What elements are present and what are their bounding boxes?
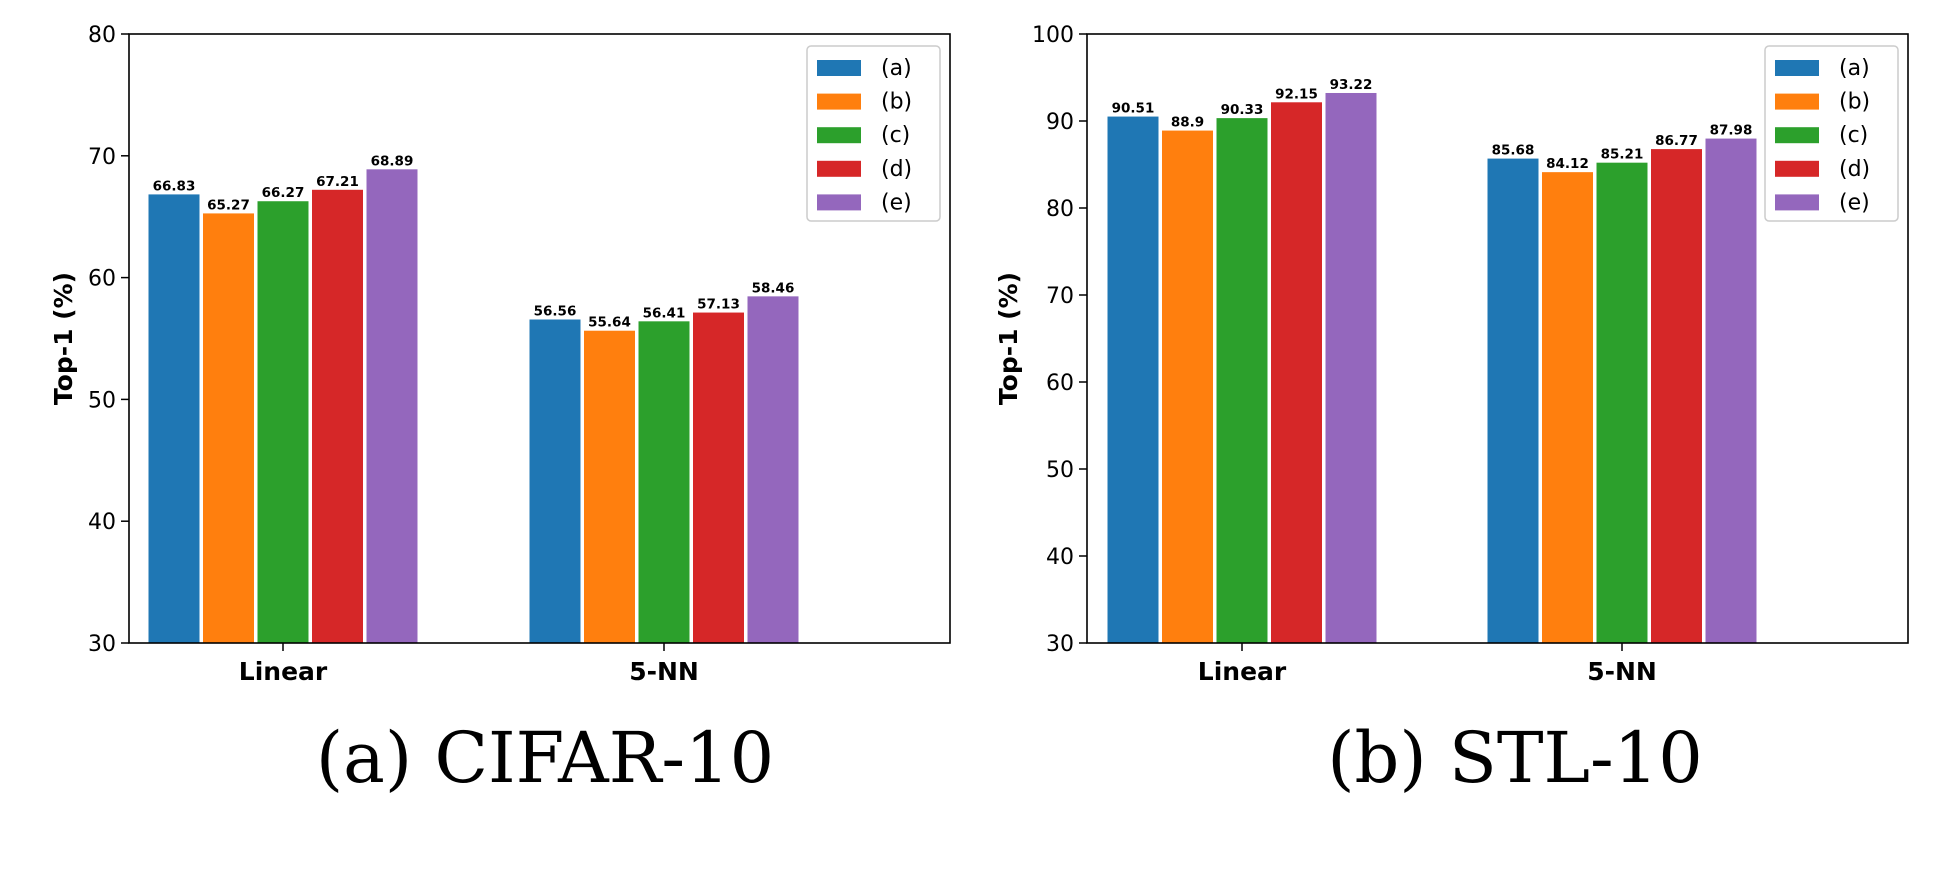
legend-swatch: [817, 93, 861, 110]
x-tick-label: 5-NN: [629, 657, 699, 686]
legend-box: [806, 45, 941, 222]
y-tick-label: 40: [88, 510, 116, 535]
data-label: 68.89: [371, 153, 414, 169]
legend-entry-label: (d): [1839, 157, 1870, 182]
bar: [584, 330, 635, 643]
legend: (a) (b) (c) (d) (e): [806, 45, 941, 222]
legend-entry-label: (e): [1839, 190, 1870, 215]
data-label: 90.33: [1221, 102, 1264, 118]
legend-box: [1764, 45, 1899, 222]
data-label: 65.27: [207, 197, 250, 213]
bar: [312, 189, 363, 643]
chart-panel-2: 30 40 50 60 70 80 90 100 90.51 88.9 90.33 92.15 93.2…: [994, 23, 1909, 799]
legend-entry-label: (d): [881, 157, 912, 182]
y-tick-label: 30: [1046, 632, 1074, 657]
bar: [638, 321, 690, 643]
y-tick-label: 70: [1046, 284, 1074, 309]
bar: [366, 169, 418, 643]
y-tick-label: 40: [1046, 545, 1074, 570]
legend-swatch: [1775, 93, 1819, 110]
data-label: 92.15: [1275, 86, 1318, 102]
bar: [1162, 130, 1213, 643]
legend: (a) (b) (c) (d) (e): [1764, 45, 1899, 222]
data-label: 90.51: [1112, 101, 1155, 117]
y-tick-label: 60: [88, 267, 116, 292]
bar: [1271, 102, 1322, 644]
data-label: 84.12: [1546, 156, 1589, 172]
legend-swatch: [1775, 160, 1819, 177]
bar: [1596, 162, 1648, 643]
data-label: 87.98: [1710, 123, 1753, 139]
legend-swatch: [1775, 60, 1819, 76]
legend-swatch: [817, 194, 861, 211]
bar: [1651, 149, 1702, 643]
data-label: 57.13: [697, 297, 740, 313]
y-tick-label: 60: [1046, 371, 1074, 396]
bar: [693, 312, 744, 643]
y-tick-label: 90: [1046, 110, 1074, 135]
legend-swatch: [817, 60, 861, 76]
y-tick-label: 50: [1046, 458, 1074, 483]
plot-frame: [128, 33, 951, 644]
x-tick-label: Linear: [239, 657, 328, 686]
legend-entry-label: (a): [1839, 56, 1870, 81]
legend-swatch: [1775, 194, 1819, 211]
y-tick-label: 70: [88, 145, 116, 170]
bar: [1216, 118, 1268, 643]
y-tick-label: 50: [88, 388, 116, 413]
x-tick-label: 5-NN: [1587, 657, 1657, 686]
y-tick-label: 80: [1046, 197, 1074, 222]
data-label: 56.56: [534, 303, 577, 319]
data-label: 58.46: [752, 280, 795, 296]
legend-entry-label: (b): [1839, 90, 1870, 115]
chart-panel-1: 30 40 50 60 70 80 66.83 65.27 66.27 67.21 68.89 Lin…: [49, 23, 951, 799]
bar: [747, 296, 799, 643]
x-tick-label: Linear: [1198, 657, 1287, 686]
legend-entry-label: (a): [881, 56, 912, 81]
bar: [257, 201, 309, 644]
chart-caption: (b) STL-10: [1327, 717, 1703, 799]
data-label: 66.83: [153, 178, 196, 194]
bar: [1542, 172, 1593, 643]
bar: [1107, 116, 1159, 644]
data-label: 56.41: [643, 305, 686, 321]
data-label: 93.22: [1330, 77, 1373, 93]
y-tick-label: 30: [88, 632, 116, 657]
data-label: 88.9: [1171, 115, 1204, 131]
data-label: 66.27: [262, 185, 305, 201]
bar: [1705, 138, 1757, 643]
plot-frame: [1086, 33, 1909, 644]
data-label: 86.77: [1655, 133, 1698, 149]
y-tick-label: 80: [88, 23, 116, 48]
legend-entry-label: (c): [881, 123, 910, 148]
bar: [203, 213, 254, 643]
data-label: 85.68: [1492, 143, 1535, 159]
legend-swatch: [817, 160, 861, 177]
data-label: 55.64: [588, 315, 631, 331]
y-axis-label: Top-1 (%): [49, 272, 78, 405]
legend-swatch: [817, 127, 861, 144]
legend-entry-label: (b): [881, 90, 912, 115]
legend-entry-label: (c): [1839, 123, 1868, 148]
bar: [1487, 158, 1539, 644]
y-tick-label: 100: [1032, 23, 1074, 48]
y-axis-label: Top-1 (%): [994, 272, 1023, 405]
data-label: 67.21: [316, 174, 359, 190]
bar: [148, 194, 200, 644]
bar: [529, 319, 581, 643]
legend-swatch: [1775, 127, 1819, 144]
chart-caption: (a) CIFAR-10: [316, 717, 774, 799]
bar: [1325, 92, 1377, 643]
data-label: 85.21: [1601, 147, 1644, 163]
legend-entry-label: (e): [881, 190, 912, 215]
